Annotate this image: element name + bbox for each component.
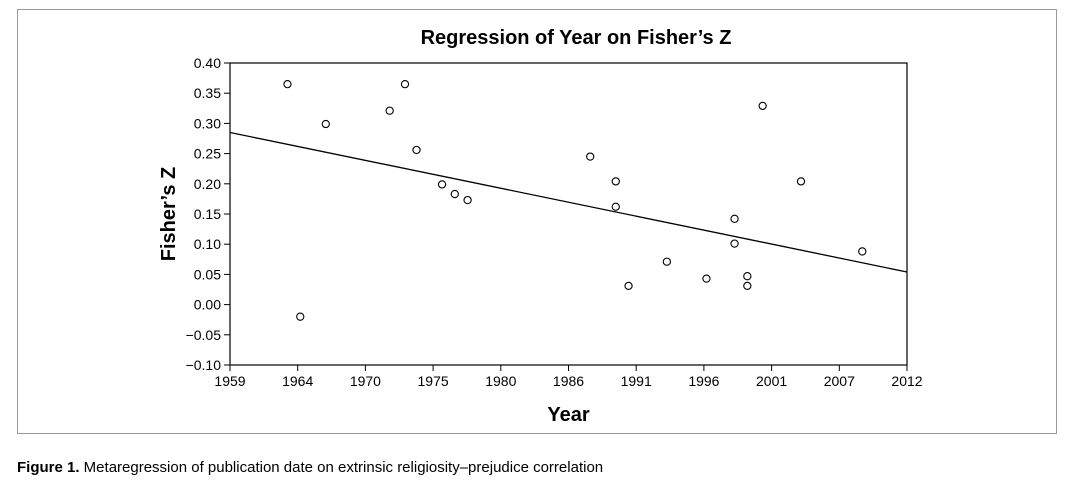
data-point xyxy=(463,195,472,205)
y-tick-label: 0.20 xyxy=(194,176,221,192)
data-point xyxy=(730,214,739,223)
y-tick-label: 0.30 xyxy=(194,115,221,131)
data-point xyxy=(450,189,459,199)
chart-title: Regression of Year on Fisher’s Z xyxy=(421,27,732,49)
data-point xyxy=(624,281,633,291)
x-tick-label: 1986 xyxy=(553,373,584,389)
x-tick-label: 1975 xyxy=(418,373,449,389)
x-axis-label: Year xyxy=(547,404,589,426)
y-tick-label: 0.10 xyxy=(194,236,221,252)
x-axis: 1959 1964 1970 1975 1980 1986 1991 1996 2001 2007… xyxy=(214,365,923,389)
x-tick-label: 2001 xyxy=(756,373,787,389)
x-tick-label: 1991 xyxy=(621,373,652,389)
data-point xyxy=(611,202,620,211)
data-point xyxy=(412,145,421,155)
x-tick-label: 2007 xyxy=(824,373,855,389)
data-point xyxy=(400,79,410,89)
caption-label: Figure 1. xyxy=(17,459,80,476)
x-tick-label: 1964 xyxy=(282,373,313,389)
data-point xyxy=(385,106,394,115)
data-point xyxy=(321,119,330,129)
caption-text: Metaregression of publication date on ex… xyxy=(79,459,604,476)
data-point xyxy=(730,239,739,248)
x-tick-label: 1959 xyxy=(214,373,245,389)
data-point xyxy=(586,152,595,161)
y-tick-label: 0.00 xyxy=(194,297,221,313)
y-tick-label: −0.10 xyxy=(186,357,222,373)
data-point xyxy=(758,101,767,111)
regression-line xyxy=(229,131,908,273)
y-tick-label: 0.35 xyxy=(194,85,221,101)
y-axis: −0.10 −0.05 0.00 0.05 0.10 0.15 0.20 0.25 0.30 0.… xyxy=(186,55,230,373)
x-tick-label: 1970 xyxy=(350,373,381,389)
x-tick-label: 2012 xyxy=(891,373,922,389)
y-tick-label: 0.40 xyxy=(194,55,221,71)
scatter-chart: Regression of Year on Fisher’s Z −0.10−0… xyxy=(158,27,923,426)
plot-area xyxy=(229,62,908,366)
data-point xyxy=(743,281,752,291)
data-points xyxy=(283,79,867,321)
data-point xyxy=(611,177,620,186)
y-tick-label: 0.25 xyxy=(194,146,221,162)
data-point xyxy=(796,177,806,186)
y-tick-label: 0.05 xyxy=(194,266,221,282)
data-point xyxy=(437,180,447,189)
data-point xyxy=(296,312,305,321)
data-point xyxy=(702,274,711,283)
y-axis-label: Fisher’s Z xyxy=(158,167,180,261)
figure-frame xyxy=(17,9,1057,434)
data-point xyxy=(858,247,867,256)
data-point xyxy=(283,79,292,89)
figure-caption: Figure 1. Metaregression of publication … xyxy=(17,459,603,476)
data-point xyxy=(743,272,752,281)
y-tick-label: 0.15 xyxy=(194,206,221,222)
y-tick-label: −0.05 xyxy=(186,327,222,343)
regression-line-group xyxy=(229,131,908,273)
data-point xyxy=(662,257,672,266)
x-tick-label: 1980 xyxy=(485,373,516,389)
x-tick-label: 1996 xyxy=(688,373,719,389)
